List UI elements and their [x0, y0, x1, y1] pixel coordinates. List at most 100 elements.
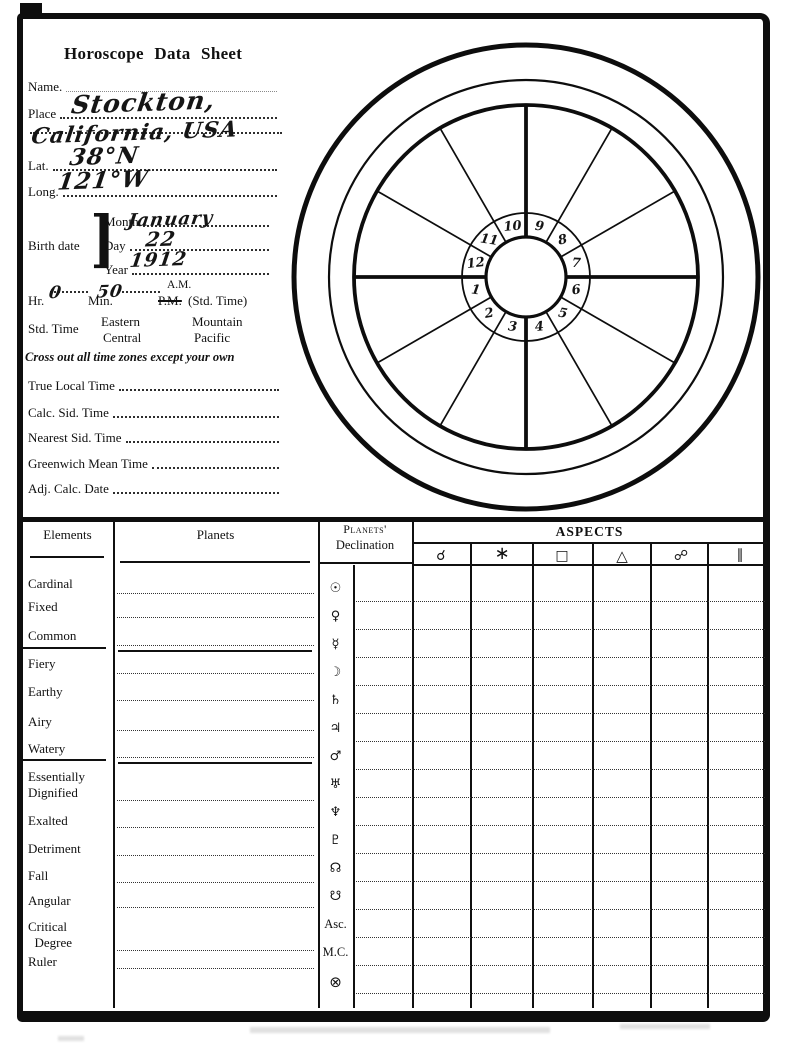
planets-row-dotted-line	[117, 827, 314, 828]
long-label: Long.	[28, 184, 59, 199]
element-row-label: Cardinal	[28, 576, 73, 591]
name-label: Name.	[28, 79, 63, 94]
declination-aspects-dotted-line	[356, 937, 765, 938]
planets-row-dotted-line	[117, 673, 314, 674]
table-horizontal-line	[23, 759, 106, 761]
handwriting-year: 1912	[128, 248, 189, 272]
scan-smudge	[250, 1027, 550, 1033]
house-number: 1	[470, 282, 481, 298]
place-row: Place	[28, 106, 278, 122]
planets-row-dotted-line	[117, 617, 314, 618]
aspect-symbol: △	[616, 547, 628, 565]
planets-header: Planets	[196, 527, 235, 542]
place-label: Place	[28, 106, 57, 121]
element-row-label: Ruler	[28, 954, 57, 969]
scan-smudge	[620, 1024, 710, 1029]
table-vertical-line	[592, 543, 594, 1008]
declination-aspects-dotted-line	[356, 601, 765, 602]
planet-glyph: ♀	[330, 609, 341, 624]
declination-point-label: M.C.	[322, 945, 349, 959]
element-row-label: Fiery	[28, 656, 56, 671]
name-row: Name.	[28, 79, 278, 95]
day-label: Day	[104, 238, 126, 253]
planets-row-dotted-line	[117, 950, 314, 951]
planet-glyph: ♅	[329, 777, 342, 792]
timezone-pacific: Pacific	[194, 330, 231, 345]
house-number: 6	[571, 282, 582, 298]
aspect-symbol: ☌	[436, 548, 446, 564]
scan-smudge	[58, 1036, 84, 1041]
planets-row-dotted-line	[117, 645, 314, 646]
page-title: Horoscope Data Sheet	[64, 44, 243, 63]
house-number: 8	[557, 232, 569, 249]
std-time-label: Std. Time	[28, 321, 79, 336]
place-row2-leader	[30, 132, 282, 134]
hr-label: Hr.	[28, 293, 45, 308]
declination-aspects-dotted-line	[356, 993, 765, 994]
house-number: 7	[571, 256, 581, 272]
wheel-ring	[327, 78, 725, 476]
element-row-label: Common	[28, 628, 77, 643]
house-number: 12	[466, 255, 486, 272]
dotted-leader	[60, 117, 277, 119]
house-cusp-line	[545, 311, 613, 427]
element-row-label: Watery	[28, 741, 66, 756]
handwriting-longitude: 121°W	[55, 165, 151, 196]
timezone-mountain: Mountain	[192, 314, 243, 329]
handwriting-place-line1: Stockton,	[69, 85, 218, 120]
dotted-leader	[52, 169, 277, 171]
birth-date-bracket: ]	[90, 202, 116, 275]
table-vertical-line	[532, 543, 534, 1008]
am-label: A.M.	[167, 279, 192, 291]
table-horizontal-line	[120, 561, 310, 563]
table-vertical-line	[113, 521, 116, 1008]
table-horizontal-line	[412, 564, 767, 566]
planet-glyph: ☋	[329, 889, 342, 904]
planet-glyph: ☽	[329, 665, 342, 680]
house-number: 9	[534, 219, 545, 235]
birth-date-label: Birth date	[28, 238, 80, 253]
time-field-row: Calc. Sid. Time	[28, 405, 280, 421]
element-row-label: Airy	[28, 714, 52, 729]
element-row-label: Earthy	[28, 684, 63, 699]
declination-aspects-dotted-line	[356, 685, 765, 686]
element-row-label: Fall	[28, 868, 49, 883]
wheel-ring	[484, 235, 568, 319]
planets-row-dotted-line	[117, 700, 314, 701]
planet-glyph: ☿	[331, 637, 340, 652]
dotted-leader	[118, 389, 279, 391]
month-label: Month	[104, 214, 139, 229]
element-row-label: Fixed	[28, 599, 58, 614]
wheel-ring	[291, 42, 761, 512]
planet-glyph: ♇	[329, 833, 342, 848]
dotted-leader	[112, 416, 279, 418]
house-cusp-line	[376, 190, 492, 258]
timezone-note: Cross out all time zones except your own	[25, 350, 235, 364]
table-horizontal-line	[118, 650, 312, 652]
element-row-label: Critical Degree	[28, 919, 73, 950]
dotted-leader	[151, 467, 279, 469]
table-horizontal-line	[30, 556, 104, 558]
declination-aspects-dotted-line	[356, 741, 765, 742]
house-cusp-line	[560, 190, 676, 258]
aspects-header: ASPECTS	[555, 524, 624, 539]
element-row-label: Detriment	[28, 841, 81, 856]
declination-aspects-dotted-line	[356, 797, 765, 798]
lat-row: Lat.	[28, 158, 278, 174]
declination-aspects-dotted-line	[356, 909, 765, 910]
planet-glyph: ☊	[329, 861, 342, 876]
house-number: 3	[507, 319, 517, 335]
table-horizontal-line	[118, 762, 312, 764]
dotted-leader	[129, 249, 269, 251]
house-number: 2	[482, 306, 494, 323]
dotted-leader	[66, 91, 277, 92]
year-row: Year	[104, 262, 270, 278]
declination-point-label: Asc.	[324, 917, 347, 931]
aspect-symbol: ∥	[736, 547, 744, 563]
dotted-leader	[131, 273, 269, 275]
table-vertical-line	[353, 565, 355, 1008]
planet-glyph: ☉	[329, 581, 342, 596]
time-field-label: True Local Time	[28, 378, 115, 393]
table-vertical-line	[318, 521, 321, 1008]
